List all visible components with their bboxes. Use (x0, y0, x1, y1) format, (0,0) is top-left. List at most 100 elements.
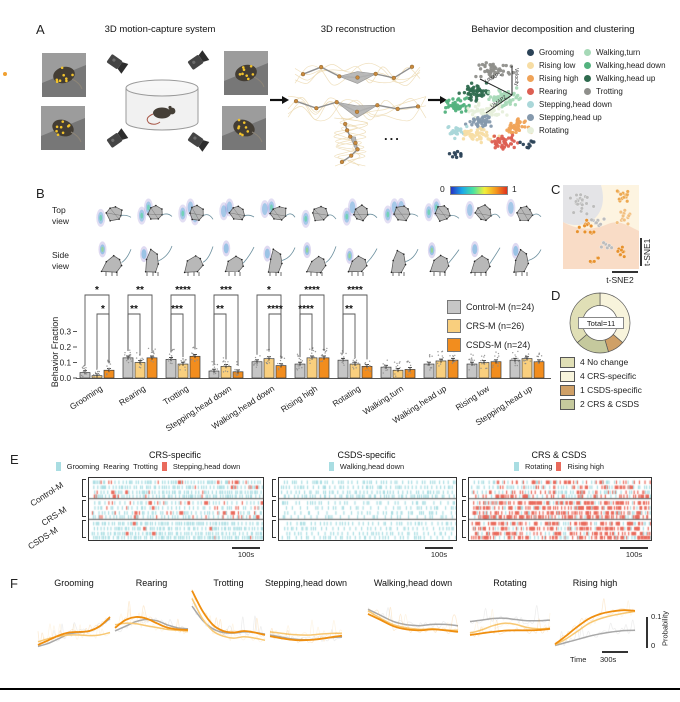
umap-point (450, 155, 455, 159)
legend-label: Rearing (539, 87, 568, 96)
bar (306, 357, 318, 379)
umap-point (455, 103, 460, 107)
data-point (140, 364, 142, 366)
colorbar-min: 0 (440, 184, 445, 194)
data-point (237, 364, 239, 367)
pose-thumbnail-top (424, 198, 460, 222)
data-point (98, 370, 101, 373)
data-point (534, 361, 537, 363)
tsne-point (617, 197, 622, 202)
probability-min-label: 0 (651, 641, 656, 650)
data-point (84, 371, 87, 374)
data-point (298, 365, 301, 367)
raster-scalebar-label: 100s (237, 550, 255, 559)
data-point (321, 360, 324, 362)
mouse-tail (366, 248, 378, 264)
data-point (235, 374, 238, 376)
data-point (343, 356, 345, 358)
data-point (385, 365, 388, 367)
sig-stars: * (101, 304, 105, 315)
umap-point (500, 143, 504, 147)
tsne-point (621, 213, 626, 218)
data-point (216, 368, 219, 370)
probability-max-label: 0.1 (651, 612, 662, 621)
keypoint-marker (67, 124, 71, 127)
keypoint-marker (58, 79, 62, 83)
data-point (312, 347, 314, 349)
data-point (214, 363, 216, 366)
data-point (320, 355, 323, 357)
data-point (255, 366, 258, 368)
data-point (128, 356, 130, 358)
camera-icon (187, 50, 210, 70)
umap-point (474, 97, 479, 102)
legend-label: Control-M (n=24) (466, 301, 535, 312)
umap-point (496, 112, 501, 117)
umap-point (489, 124, 493, 128)
data-point (226, 370, 229, 373)
pose-thumbnail-side (183, 246, 214, 276)
umap-point (522, 120, 526, 125)
data-point (178, 364, 181, 366)
mouse-body (353, 204, 369, 221)
umap-point (508, 99, 513, 104)
umap-point (446, 101, 450, 105)
probability-curve (469, 622, 551, 634)
data-point (364, 363, 366, 365)
data-point (485, 367, 487, 370)
umap-point (469, 135, 473, 139)
tsne-point (622, 208, 627, 213)
umap-point (517, 128, 522, 133)
data-point (325, 349, 328, 352)
legend-swatch (55, 462, 61, 471)
sig-stars: *** (171, 304, 183, 315)
umap-point (502, 139, 506, 144)
mouse-body (312, 206, 329, 221)
data-point (342, 362, 344, 364)
mouse-tail (327, 214, 337, 220)
stray-dot (3, 72, 7, 76)
mouse-tail (367, 213, 378, 219)
umap-point (479, 89, 484, 93)
tsne-point (618, 252, 623, 257)
data-point (313, 356, 315, 358)
data-point (426, 360, 429, 363)
umap-point (496, 137, 500, 141)
data-point (354, 360, 356, 363)
data-point (351, 361, 354, 364)
pose-thumbnail-side (303, 242, 337, 276)
arena-mouse (146, 105, 176, 125)
pose-thumbnail-top (260, 198, 296, 221)
data-point (184, 366, 186, 368)
data-point (152, 351, 155, 354)
heatmap-blob (222, 240, 231, 257)
bar-category-label: Rearing (117, 383, 147, 408)
data-point (368, 360, 371, 362)
donut-legend-item: 2 CRS & CSDS (560, 398, 639, 411)
data-point (396, 369, 398, 371)
data-point (212, 364, 214, 366)
tsne-point (574, 193, 579, 197)
umap-point (505, 113, 509, 117)
pose-thumbnail-top (506, 198, 542, 222)
data-point (130, 358, 132, 360)
data-point (259, 355, 261, 357)
data-point (234, 368, 236, 371)
donut-center-label: Total=11 (578, 317, 624, 329)
data-point (452, 361, 454, 363)
data-point (383, 364, 386, 366)
curve-title: Walking,head down (373, 578, 453, 588)
data-point (537, 362, 540, 364)
data-point (395, 366, 397, 368)
legend-label: Trotting (133, 462, 158, 471)
data-point (480, 355, 483, 357)
umap-point (463, 133, 467, 137)
umap-point (490, 64, 494, 68)
data-point (128, 354, 131, 356)
data-point (153, 353, 155, 355)
umap-point (461, 137, 466, 141)
data-point (173, 348, 175, 351)
mouse-tail (489, 247, 501, 264)
data-point (512, 351, 514, 354)
curve-title: Rotating (493, 578, 527, 588)
